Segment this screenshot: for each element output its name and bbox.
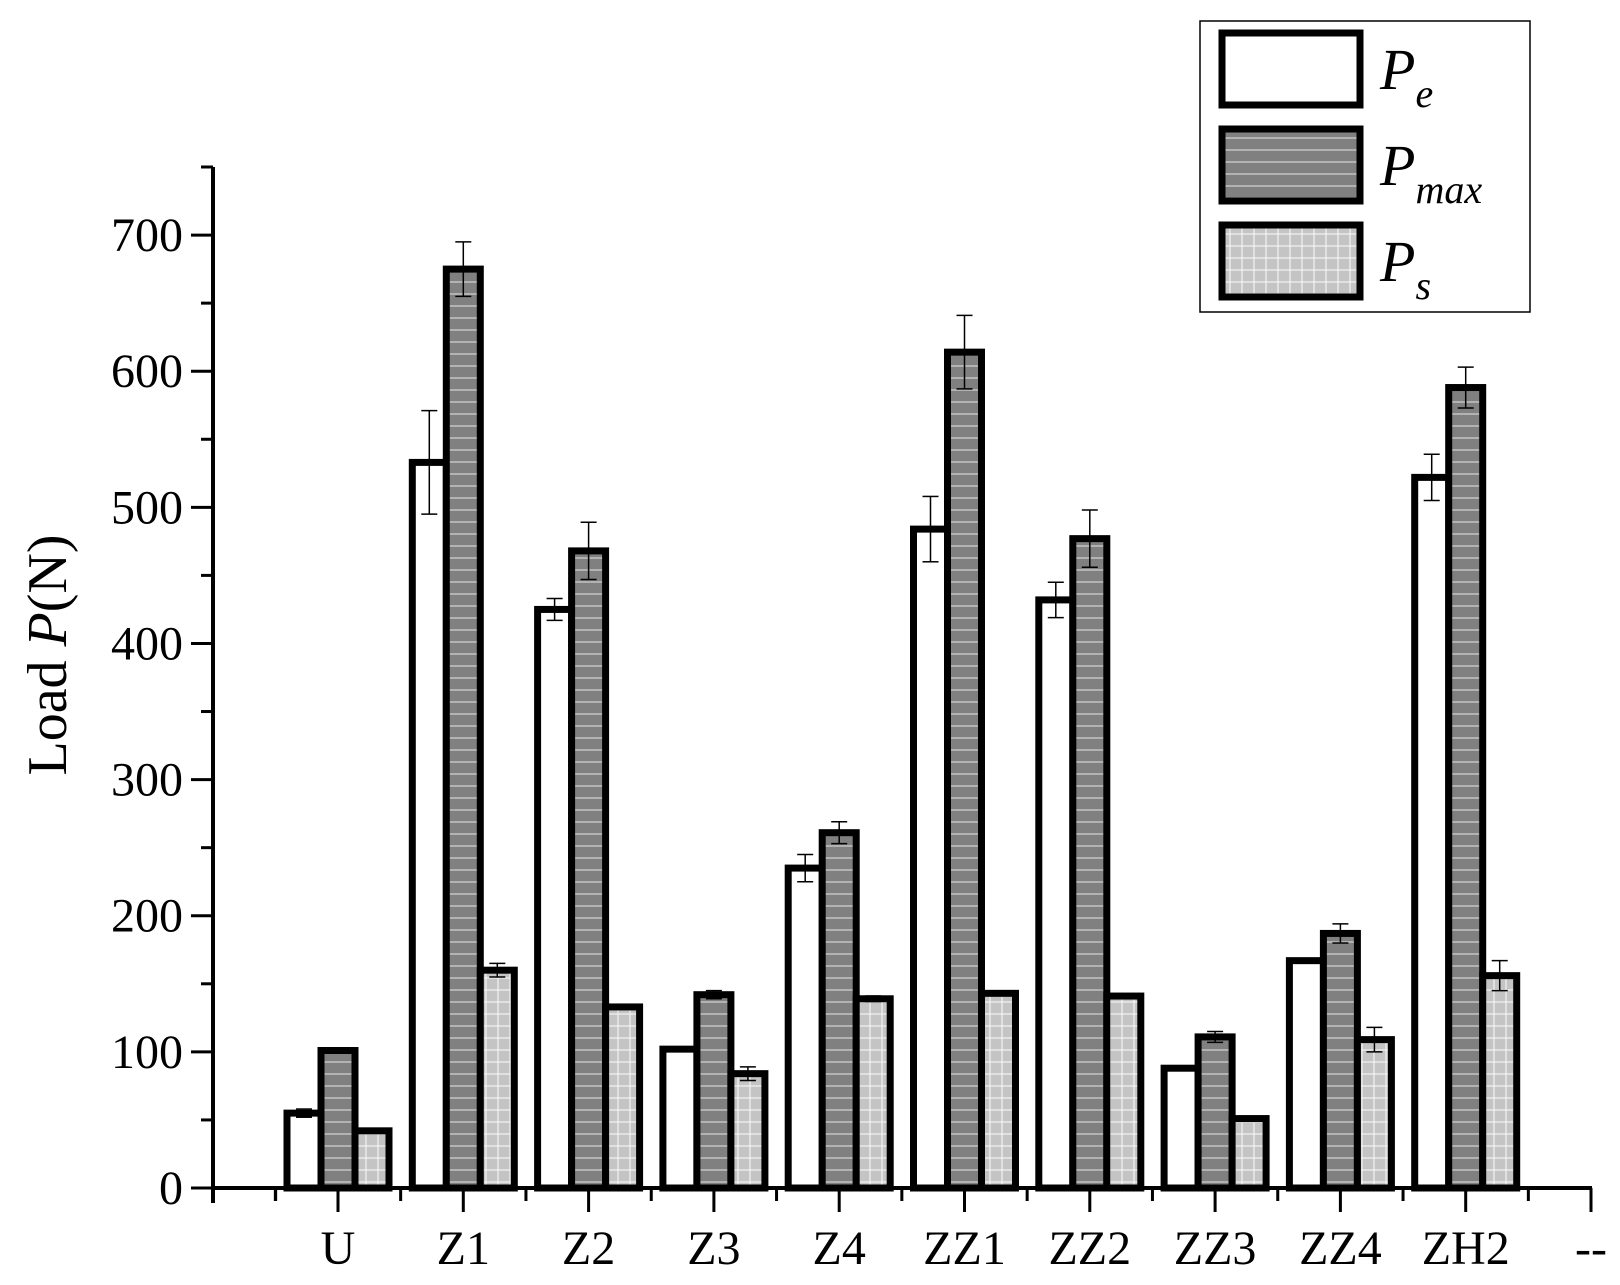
bar-p-e-zz3 <box>1160 1064 1202 1192</box>
error-bar-p-e-zz2 <box>1047 581 1064 619</box>
bar-p-max-zz2 <box>1069 535 1111 1192</box>
axes <box>191 165 1593 1212</box>
x-tick-label---: -- <box>1575 1222 1607 1275</box>
bar-p-max-zz3 <box>1194 1033 1236 1192</box>
bar-p-s-u <box>351 1127 393 1192</box>
y-tick-label: 400 <box>111 617 183 670</box>
bar-p-e-u <box>283 1109 325 1192</box>
bar-p-s-z2 <box>602 1003 644 1192</box>
bar-p-s-zz2 <box>1103 992 1145 1192</box>
error-bars-layer <box>296 241 1508 1118</box>
bar-p-max-z3 <box>693 991 735 1192</box>
error-bar-p-s-z1 <box>489 962 506 978</box>
error-bar-p-e-z1 <box>421 409 438 515</box>
bar-p-e-z1 <box>408 458 450 1192</box>
legend-item-p-e: Pe <box>1218 29 1433 116</box>
legend-label: Pe <box>1379 37 1433 116</box>
bar-p-e-zz1 <box>910 525 951 1192</box>
bar-p-s-z1 <box>476 966 518 1192</box>
bar-p-max-zh2 <box>1445 384 1487 1192</box>
x-tick-label-z4: Z4 <box>813 1222 866 1275</box>
error-bar-p-max-z4 <box>831 821 848 845</box>
legend-label: Ps <box>1379 229 1431 308</box>
error-bar-p-e-zz1 <box>922 495 939 563</box>
error-bar-p-max-u <box>330 1047 346 1054</box>
error-bar-p-max-zz3 <box>1207 1030 1224 1044</box>
y-tick-label: 0 <box>159 1162 183 1215</box>
x-tick-label-zh2: ZH2 <box>1422 1222 1510 1275</box>
tick-labels: 0 100 200 300 400 500 600 700 U Z1 Z2 Z3 Z4 ZZ1 ZZ2 ZZ3… <box>111 209 1607 1275</box>
y-tick-label: 500 <box>111 481 183 534</box>
x-tick-label-z2: Z2 <box>562 1222 615 1275</box>
error-bar-p-s-zh2 <box>1491 959 1508 992</box>
bar-p-e-zz4 <box>1285 957 1327 1192</box>
bar-p-s-zz1 <box>978 989 1019 1192</box>
error-bar-p-max-zz4 <box>1332 923 1349 944</box>
legend-label-sub: e <box>1415 71 1433 116</box>
legend-label-main: P <box>1379 133 1415 198</box>
legend-item-p-max: Pmax <box>1218 125 1482 212</box>
legend-label-main: P <box>1379 37 1415 102</box>
bar-p-s-z3 <box>727 1070 769 1192</box>
y-axis-title-suffix: (N) <box>17 534 79 612</box>
bar-p-e-z3 <box>659 1045 701 1192</box>
error-bar-p-s-zz4 <box>1366 1026 1383 1053</box>
legend-label-main: P <box>1379 229 1415 294</box>
y-tick-label: 200 <box>111 890 183 943</box>
x-tick-label-zz4: ZZ4 <box>1299 1222 1382 1275</box>
legend-item-p-s: Ps <box>1218 221 1431 308</box>
bars-layer <box>283 265 1521 1192</box>
error-bar-p-max-zz1 <box>956 314 973 390</box>
bar-p-max-z1 <box>442 265 484 1192</box>
bar-p-max-zz4 <box>1319 929 1361 1192</box>
y-tick-label: 600 <box>111 345 183 398</box>
x-tick-label-z1: Z1 <box>437 1222 490 1275</box>
error-bar-p-e-z4 <box>797 853 814 883</box>
x-tick-label-u: U <box>321 1222 356 1275</box>
bar-p-max-z4 <box>818 829 860 1192</box>
x-tick-label-z3: Z3 <box>687 1222 740 1275</box>
bar-p-max-zz1 <box>944 348 985 1192</box>
bar-p-e-zz2 <box>1035 596 1077 1192</box>
legend-label: Pmax <box>1379 133 1482 212</box>
error-bar-p-s-z3 <box>739 1066 756 1082</box>
error-bar-p-max-z3 <box>705 989 722 1000</box>
bar-p-max-z2 <box>568 547 610 1192</box>
legend-swatch <box>1218 125 1364 205</box>
bar-p-s-zz4 <box>1353 1036 1395 1192</box>
bar-p-s-zh2 <box>1479 972 1521 1192</box>
y-tick-label: 100 <box>111 1026 183 1079</box>
error-bar-p-e-zh2 <box>1423 453 1440 502</box>
error-bar-p-e-z2 <box>546 597 563 622</box>
error-bar-p-max-z1 <box>455 241 472 298</box>
x-tick-label-zz2: ZZ2 <box>1048 1222 1131 1275</box>
y-axis-title: Load P(N) <box>17 534 79 775</box>
y-tick-label: 300 <box>111 754 183 807</box>
legend-swatch <box>1218 29 1364 109</box>
x-tick-label-zz3: ZZ3 <box>1174 1222 1257 1275</box>
bar-p-e-z4 <box>784 864 826 1192</box>
bar-p-max-u <box>317 1047 359 1192</box>
bar-p-e-z2 <box>534 605 576 1192</box>
bar-p-e-zh2 <box>1411 473 1453 1192</box>
legend-label-sub: s <box>1415 263 1431 308</box>
y-tick-label: 700 <box>111 209 183 262</box>
error-bar-p-e-u <box>296 1108 312 1118</box>
error-bar-p-max-z2 <box>580 521 597 581</box>
error-bar-p-max-zh2 <box>1457 366 1474 409</box>
y-axis-title-prefix: Load <box>17 646 79 775</box>
legend-swatch <box>1218 221 1364 301</box>
error-bar-p-max-zz2 <box>1081 509 1098 568</box>
error-bar-p-s-z4 <box>865 995 882 1003</box>
legend-label-sub: max <box>1415 167 1482 212</box>
x-tick-label-zz1: ZZ1 <box>923 1222 1006 1275</box>
y-axis-title-var: P <box>17 612 79 647</box>
bar-p-s-zz3 <box>1228 1115 1270 1192</box>
bar-p-s-z4 <box>852 995 894 1192</box>
